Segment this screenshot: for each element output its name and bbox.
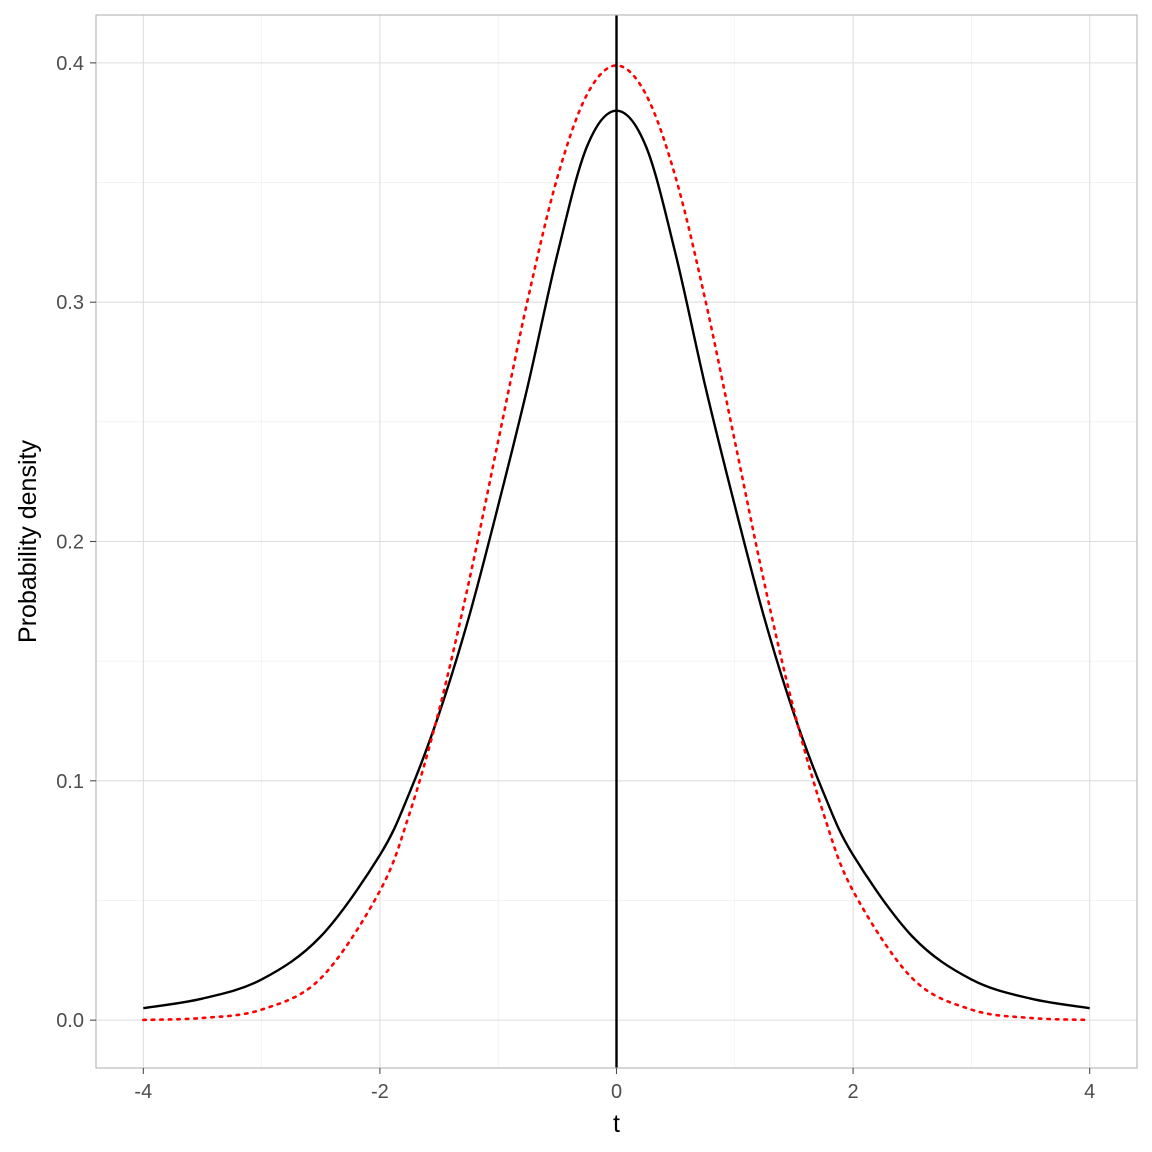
y-tick-label: 0.2	[56, 532, 84, 554]
x-tick-label: 2	[848, 1081, 859, 1103]
x-tick-label: 0	[611, 1081, 622, 1103]
x-tick-label: -2	[371, 1081, 389, 1103]
y-axis: 0.0 0.1 0.2 0.3 0.4	[56, 53, 96, 1032]
y-tick-label: 0.0	[56, 1010, 84, 1032]
x-axis: -4 -2 0 2 4	[134, 1068, 1095, 1103]
y-tick-label: 0.3	[56, 292, 84, 314]
dotted-density-curve	[142, 64, 1091, 1022]
y-axis-title: Probability density	[14, 440, 42, 643]
y-tick-label: 0.4	[56, 53, 84, 75]
y-tick-label: 0.1	[56, 771, 84, 793]
x-tick-label: -4	[134, 1081, 152, 1103]
x-axis-title: t	[613, 1110, 620, 1138]
x-tick-label: 4	[1084, 1081, 1095, 1103]
